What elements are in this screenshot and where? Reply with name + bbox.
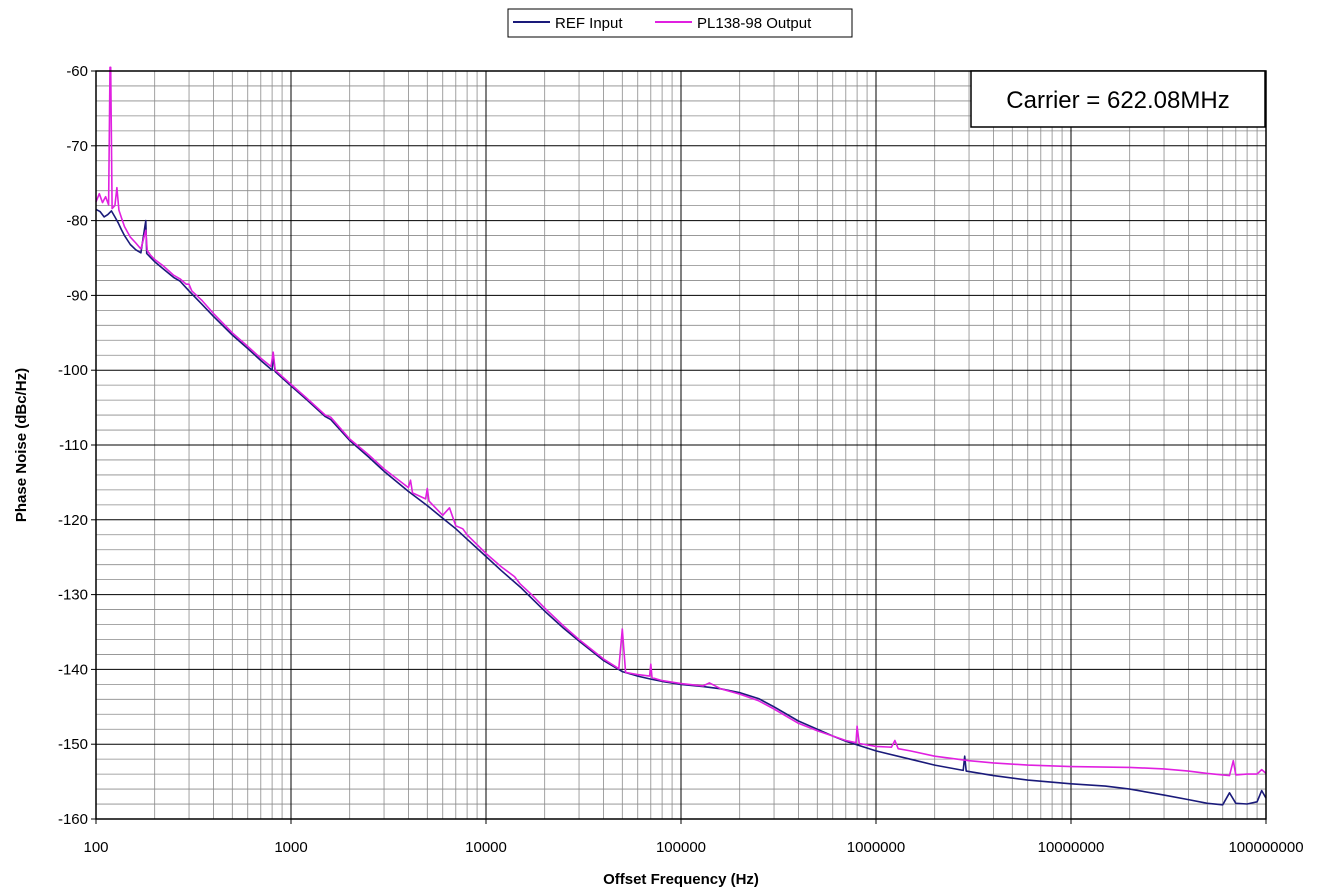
y-tick-label: -120: [58, 512, 88, 529]
legend-label-ref-input: REF Input: [555, 15, 623, 32]
plot-area-frame: [95, 70, 1267, 820]
carrier-annotation: Carrier = 622.08MHz: [970, 70, 1266, 128]
y-tick-label: -70: [66, 138, 88, 155]
y-tick-label: -80: [66, 213, 88, 230]
series-layer: [95, 66, 1267, 806]
x-tick-label: 10000: [465, 839, 507, 856]
x-tick-label: 1000000: [847, 839, 905, 856]
carrier-annotation-box: [970, 70, 1266, 128]
x-tick-label: 100: [83, 839, 108, 856]
y-tick-label: -150: [58, 736, 88, 753]
legend: REF Input PL138-98 Output: [507, 8, 853, 38]
x-tick-label: 10000000: [1038, 839, 1105, 856]
y-tick-label: -130: [58, 587, 88, 604]
x-axis-tick-labels: 100 1000 10000 100000 1000000 10000000 1000000…: [83, 839, 1303, 856]
legend-label-pl138-output: PL138-98 Output: [697, 15, 812, 32]
x-axis-title: Offset Frequency (Hz): [603, 871, 759, 888]
y-tick-label: -60: [66, 63, 88, 80]
y-tick-label: -100: [58, 362, 88, 379]
x-tick-label: 100000: [656, 839, 706, 856]
y-tick-label: -160: [58, 811, 88, 828]
y-tick-label: -110: [59, 437, 88, 454]
y-tick-label: -140: [58, 661, 88, 678]
x-tick-label: 100000000: [1228, 839, 1303, 856]
y-axis-tick-labels: -60 -70 -80 -90 -100 -110 -120 -130 -140 -150 -160: [58, 63, 88, 828]
series-line-ref-input: [95, 208, 1267, 806]
x-tick-label: 1000: [274, 839, 307, 856]
series-line-pl138-output: [95, 66, 1267, 777]
carrier-annotation-text: Carrier = 622.08MHz: [1006, 87, 1229, 114]
y-axis-title: Phase Noise (dBc/Hz): [13, 368, 30, 522]
y-tick-label: -90: [66, 287, 88, 304]
